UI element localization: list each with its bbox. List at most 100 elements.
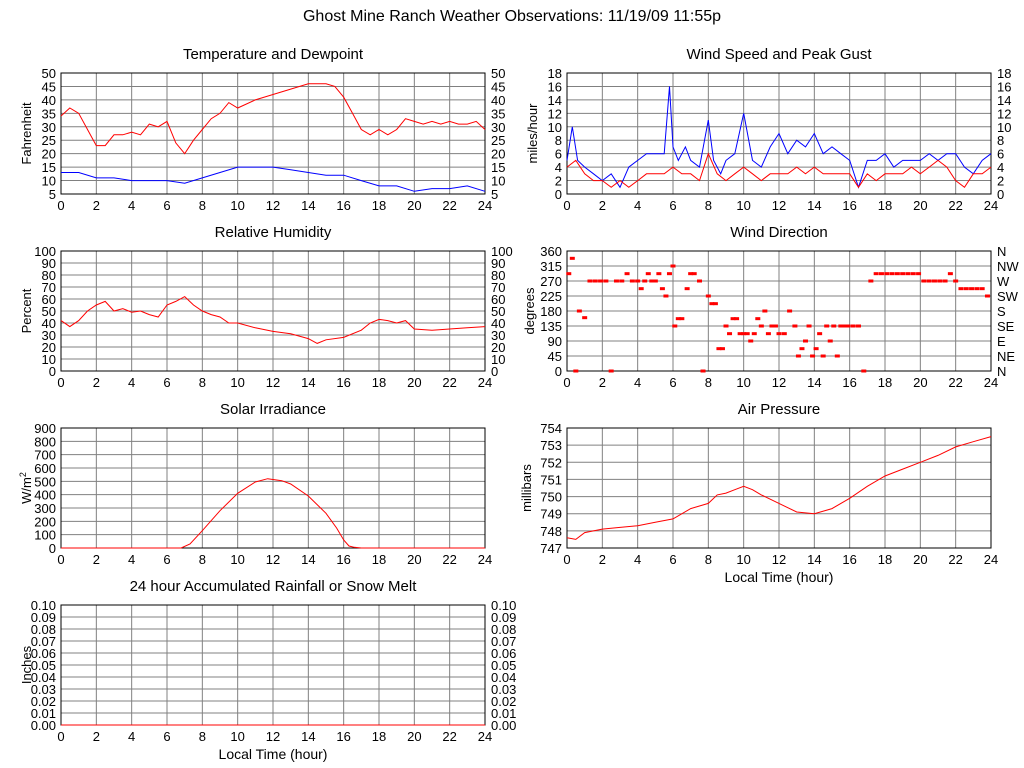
x-tick-label: 22 (948, 375, 962, 390)
chart-title: Wind Direction (730, 224, 828, 241)
y-tick-label: 50 (42, 66, 56, 81)
y-tick-label: 360 (540, 244, 562, 259)
data-point (868, 279, 874, 283)
y-tick-label: 100 (34, 528, 56, 543)
y-tick-label-right: 30 (491, 328, 505, 343)
y-tick-label-right: 90 (491, 256, 505, 271)
x-tick-label: 6 (163, 729, 170, 744)
x-tick-label: 4 (634, 552, 641, 567)
x-tick-label: 0 (563, 375, 570, 390)
series-line (60, 83, 486, 155)
data-point (566, 272, 572, 276)
data-point (737, 332, 743, 336)
data-point (744, 332, 750, 336)
y-tick-label-right: 0.00 (491, 718, 516, 733)
data-point (813, 347, 819, 351)
x-tick-label: 16 (842, 198, 856, 213)
data-point (573, 369, 579, 373)
y-tick-label-right: 60 (491, 292, 505, 307)
y-tick-label: 748 (540, 524, 562, 539)
x-tick-label: 14 (807, 375, 821, 390)
y-axis-label: W/m2 (18, 472, 34, 504)
y-axis-label: millibars (519, 464, 534, 512)
chart-title: Relative Humidity (215, 224, 332, 241)
plot-frame (566, 427, 992, 549)
y-tick-label: 45 (42, 79, 56, 94)
page-title: Ghost Mine Ranch Weather Observations: 1… (302, 8, 722, 25)
x-tick-label: 4 (128, 552, 135, 567)
y-tick-label-right: 0.10 (491, 598, 516, 613)
y-tick-label-right: 0.01 (491, 706, 516, 721)
y-tick-label-right: 0.02 (491, 694, 516, 709)
data-point (758, 324, 764, 328)
data-point (730, 317, 736, 321)
y-tick-label-right: 5 (491, 187, 498, 202)
data-point (900, 272, 906, 276)
y-tick-label-right: 80 (491, 268, 505, 283)
data-point (792, 324, 798, 328)
x-tick-label: 6 (163, 198, 170, 213)
y-tick-label: 25 (42, 133, 56, 148)
y-tick-label: 600 (34, 461, 56, 476)
x-tick-label: 12 (266, 729, 280, 744)
y-tick-label: 0.05 (31, 658, 56, 673)
y-tick-label: 270 (540, 274, 562, 289)
data-point (642, 279, 648, 283)
y-tick-label: 749 (540, 507, 562, 522)
data-point (810, 354, 816, 358)
x-tick-label: 20 (407, 375, 421, 390)
data-point (762, 309, 768, 313)
y-tick-label: 0 (555, 187, 562, 202)
y-tick-label-right: 35 (491, 106, 505, 121)
data-point (772, 324, 778, 328)
x-tick-label: 14 (807, 552, 821, 567)
data-point (953, 279, 959, 283)
data-point (598, 279, 604, 283)
data-point (587, 279, 593, 283)
y-tick-label: 900 (34, 421, 56, 436)
data-point (838, 324, 844, 328)
y-tick-label: 100 (34, 244, 56, 259)
data-point (741, 332, 747, 336)
x-tick-label: 2 (599, 552, 606, 567)
data-point (873, 272, 879, 276)
plot-frame (60, 72, 486, 195)
x-tick-label: 12 (772, 552, 786, 567)
y-tick-label: 300 (34, 501, 56, 516)
series-line (566, 436, 992, 540)
x-tick-label: 2 (599, 375, 606, 390)
series-line (61, 478, 485, 549)
y-tick-label: 0.01 (31, 706, 56, 721)
data-point (645, 272, 651, 276)
data-point (734, 317, 740, 321)
y-tick-label: 15 (42, 160, 56, 175)
y-tick-label-right: 12 (997, 106, 1011, 121)
x-tick-label: 18 (878, 552, 892, 567)
y-tick-label: 180 (540, 304, 562, 319)
data-point (649, 279, 655, 283)
x-tick-label: 4 (128, 198, 135, 213)
chart-title: Temperature and Dewpoint (183, 46, 364, 63)
data-point (663, 294, 669, 298)
x-tick-label: 10 (230, 729, 244, 744)
data-point (947, 272, 953, 276)
x-tick-label: 24 (478, 729, 492, 744)
y-tick-label: 0.03 (31, 682, 56, 697)
compass-label: NE (997, 349, 1015, 364)
data-point (670, 264, 676, 268)
data-point (979, 287, 985, 291)
x-tick-label: 14 (807, 198, 821, 213)
y-tick-label-right: 16 (997, 79, 1011, 94)
y-tick-label: 0 (49, 541, 56, 556)
chart-title: Wind Speed and Peak Gust (686, 46, 872, 63)
y-tick-label-right: 0 (491, 364, 498, 379)
x-axis-label: Local Time (hour) (725, 569, 834, 585)
x-tick-label: 6 (669, 552, 676, 567)
y-tick-label: 50 (42, 304, 56, 319)
y-tick-label: 315 (540, 259, 562, 274)
y-tick-label: 30 (42, 328, 56, 343)
y-tick-label: 10 (42, 174, 56, 189)
x-tick-label: 10 (736, 198, 750, 213)
data-point (799, 347, 805, 351)
